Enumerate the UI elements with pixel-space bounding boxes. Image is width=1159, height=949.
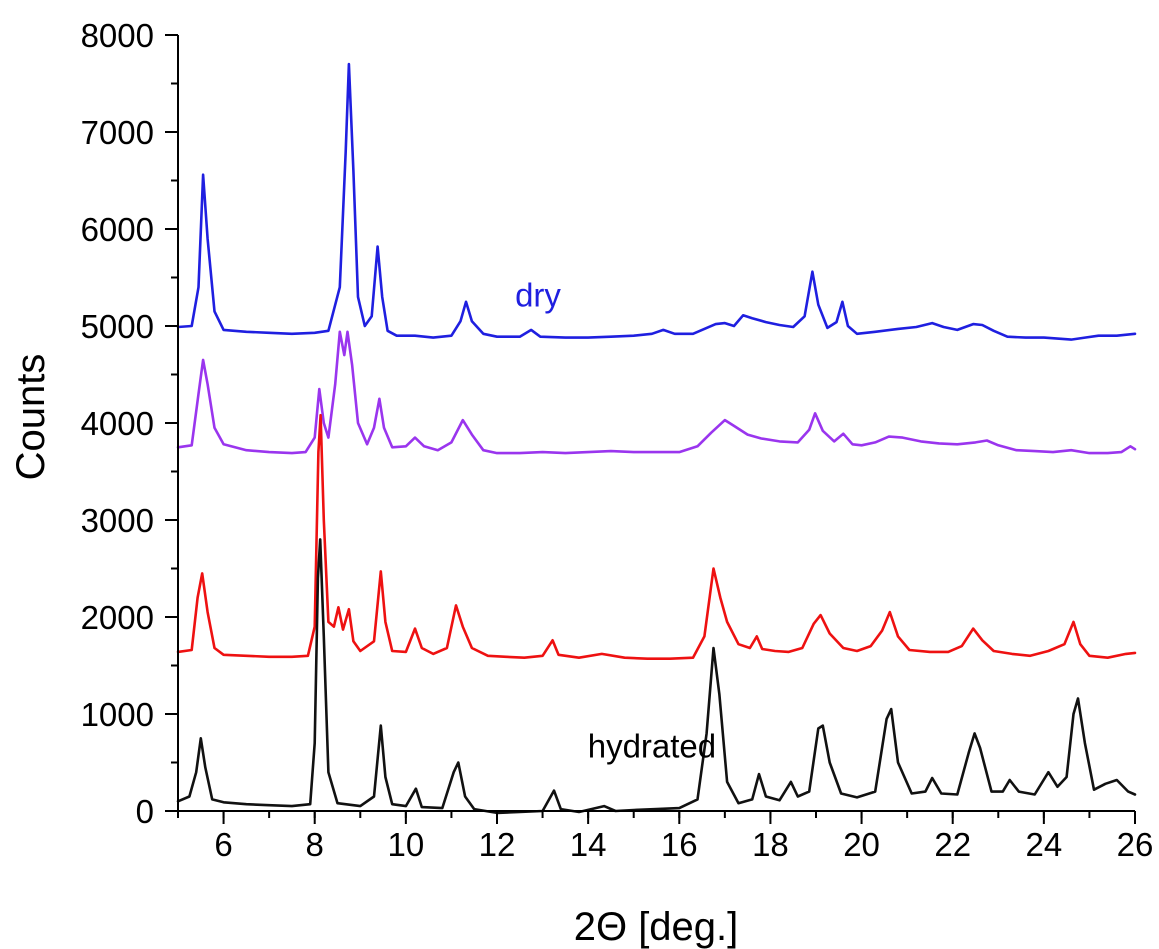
x-tick-label: 6 xyxy=(214,826,232,863)
y-tick-label: 5000 xyxy=(81,308,154,345)
x-tick-label: 8 xyxy=(306,826,324,863)
y-tick-label: 7000 xyxy=(81,114,154,151)
annotation-label: hydrated xyxy=(588,728,716,765)
y-tick-label: 2000 xyxy=(81,599,154,636)
x-tick-label: 26 xyxy=(1117,826,1154,863)
x-axis-title: 2Θ [deg.] xyxy=(574,905,739,949)
y-tick-label: 0 xyxy=(136,793,154,830)
y-tick-label: 3000 xyxy=(81,502,154,539)
x-tick-label: 16 xyxy=(661,826,698,863)
x-tick-label: 24 xyxy=(1025,826,1062,863)
x-tick-label: 20 xyxy=(843,826,880,863)
x-tick-label: 12 xyxy=(479,826,516,863)
x-tick-label: 14 xyxy=(570,826,607,863)
y-tick-label: 4000 xyxy=(81,405,154,442)
x-tick-label: 18 xyxy=(752,826,789,863)
y-axis-title: Counts xyxy=(9,354,53,481)
y-tick-label: 6000 xyxy=(81,211,154,248)
series-line-1 xyxy=(176,62,1137,341)
y-tick-label: 8000 xyxy=(81,17,154,54)
y-tick-label: 1000 xyxy=(81,696,154,733)
x-tick-label: 10 xyxy=(387,826,424,863)
series-line-3 xyxy=(176,413,1137,660)
series-line-2 xyxy=(176,330,1137,455)
annotation-label: dry xyxy=(515,277,561,314)
series-line-4 xyxy=(176,538,1137,815)
x-tick-label: 22 xyxy=(934,826,971,863)
